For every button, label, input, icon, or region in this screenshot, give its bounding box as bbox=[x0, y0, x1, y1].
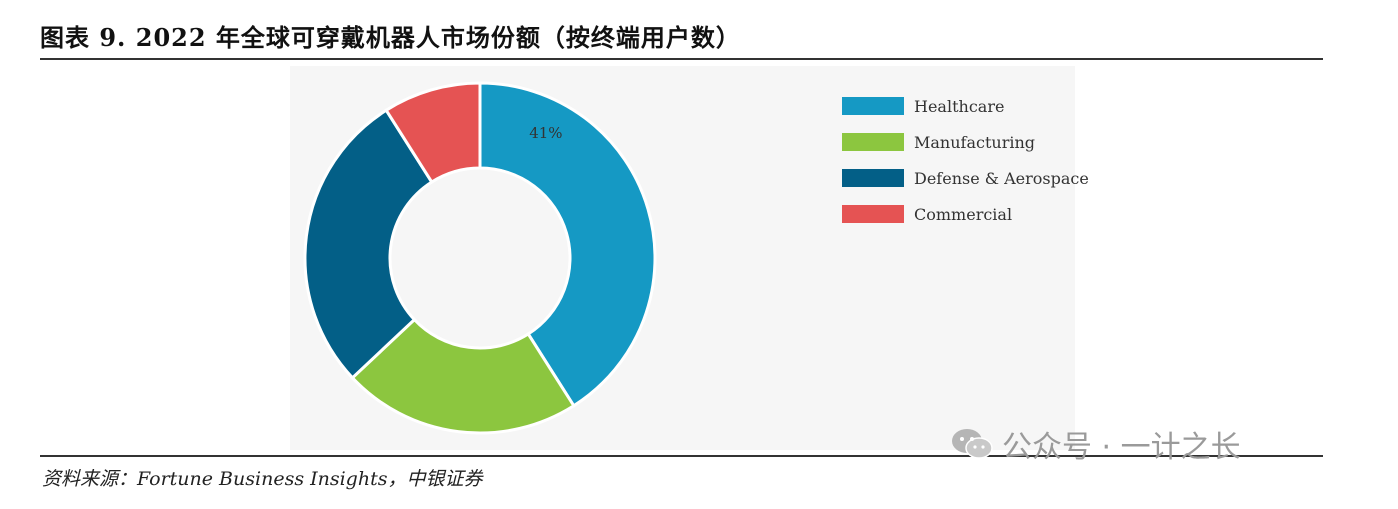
legend-label: Commercial bbox=[914, 204, 1013, 224]
legend-swatch bbox=[842, 133, 904, 151]
slice-commercial bbox=[384, 81, 482, 185]
slice-healthcare bbox=[478, 81, 657, 408]
title-rule bbox=[40, 58, 1323, 60]
legend-item: Healthcare bbox=[842, 88, 1089, 124]
wechat-icon bbox=[952, 429, 993, 459]
legend-item: Manufacturing bbox=[842, 124, 1089, 160]
page-title: 图表 9. 2022 年全球可穿戴机器人市场份额（按终端用户数） bbox=[40, 23, 741, 52]
legend-item: Defense & Aerospace bbox=[842, 160, 1089, 196]
legend-swatch bbox=[842, 169, 904, 187]
legend-swatch bbox=[842, 205, 904, 223]
watermark: 公众号 · 一计之长 bbox=[950, 422, 1241, 466]
slice-manufacturing bbox=[350, 317, 576, 435]
legend-swatch bbox=[842, 97, 904, 115]
bottom-rule bbox=[40, 455, 1323, 457]
legend-label: Defense & Aerospace bbox=[914, 168, 1089, 188]
legend-label: Manufacturing bbox=[914, 132, 1035, 152]
legend-label: Healthcare bbox=[914, 96, 1005, 116]
legend-item: Commercial bbox=[842, 196, 1089, 232]
watermark-text: 公众号 · 一计之长 bbox=[1002, 430, 1241, 465]
data-label-healthcare: 41% bbox=[529, 124, 562, 142]
source-note: 资料来源：Fortune Business Insights，中银证券 bbox=[42, 468, 483, 490]
chart-legend: Healthcare Manufacturing Defense & Aerospa… bbox=[842, 88, 1089, 232]
slice-defense-aerospace bbox=[303, 108, 434, 380]
